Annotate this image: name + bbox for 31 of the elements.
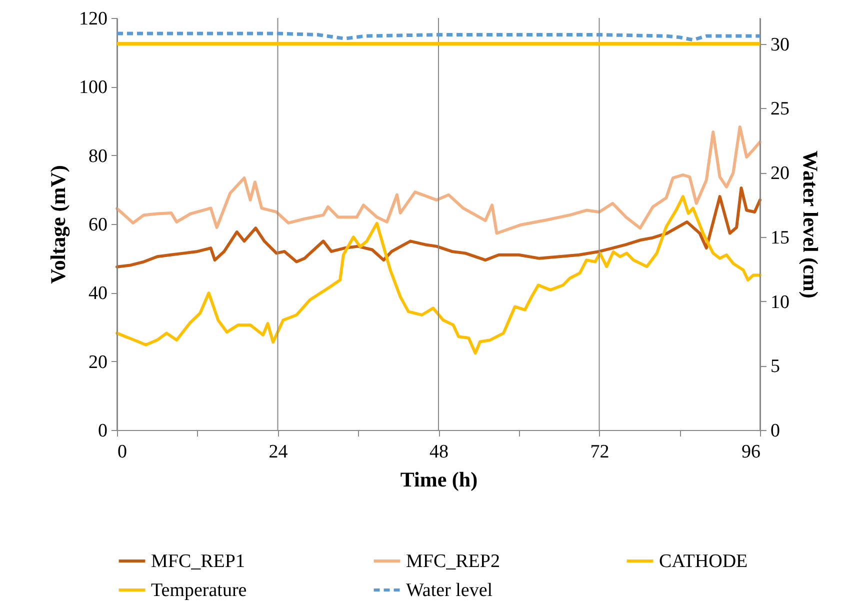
y-tick-label: 60	[88, 214, 108, 236]
y-tick-label: 40	[88, 283, 108, 304]
y-tick-label: 80	[88, 146, 108, 167]
y2-tick-label: 25	[770, 98, 790, 120]
line-series	[115, 32, 762, 42]
y2-tick-label: 30	[770, 34, 790, 56]
y-axis-title: Voltage (mV)	[46, 165, 70, 284]
x-axis-title: Time (h)	[400, 468, 478, 492]
y2-tick-label: 0	[770, 420, 780, 442]
line-series	[116, 125, 762, 235]
x-tick-label: 0	[118, 442, 127, 462]
legend-label: Temperature	[151, 580, 247, 601]
x-tick-label: 24	[268, 442, 288, 462]
y2-tick-label: 10	[770, 292, 790, 313]
y-tick-label: 120	[79, 8, 108, 30]
line-series	[116, 186, 762, 268]
y-tick-label: 20	[88, 352, 108, 373]
legend-label: CATHODE	[659, 551, 748, 572]
legend-label: Water level	[406, 580, 493, 601]
y2-tick-label: 5	[770, 356, 780, 378]
y2-tick-label: 20	[770, 163, 790, 184]
y-tick-label: 100	[79, 77, 108, 98]
line-series	[116, 195, 762, 355]
legend-label: MFC_REP2	[406, 551, 500, 572]
x-tick-label: 72	[590, 442, 610, 462]
y-tick-label: 0	[98, 420, 108, 442]
y2-axis-title: Water level (cm)	[798, 150, 822, 298]
y2-tick-label: 15	[770, 227, 790, 248]
x-tick-label: 96	[742, 442, 760, 462]
legend-label: MFC_REP1	[151, 551, 245, 572]
x-tick-label: 48	[430, 442, 448, 462]
